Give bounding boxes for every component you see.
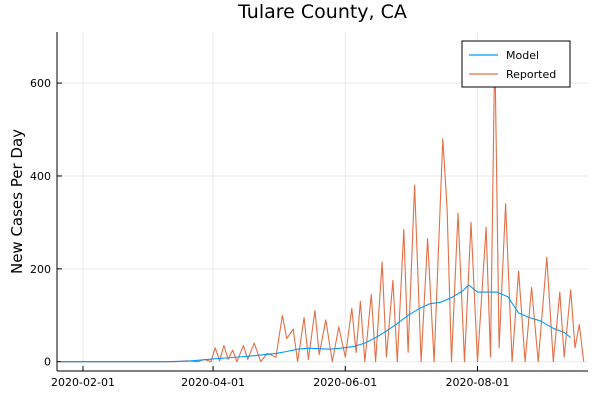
x-tick-label: 2020-06-01 [313,376,377,389]
y-tick-label: 0 [44,356,51,369]
series [61,45,585,363]
legend: Model Reported [461,40,571,88]
legend-box [461,40,571,88]
series-line-model [61,284,572,363]
x-tick-label: 2020-08-01 [445,376,509,389]
series-line-reported [61,45,585,363]
y-tick-label: 600 [30,77,51,90]
y-tick-label: 400 [30,170,51,183]
legend-label: Model [506,49,539,62]
x-tick-label: 2020-04-01 [181,376,245,389]
axes: 2020-02-01 2020-04-01 2020-06-01 2020-08-01… [30,32,588,389]
x-tick-label: 2020-02-01 [51,376,115,389]
chart-title: Tulare County, CA [237,1,407,23]
legend-label: Reported [506,68,556,81]
y-tick-label: 200 [30,263,51,276]
y-axis-label: New Cases Per Day [8,129,26,274]
